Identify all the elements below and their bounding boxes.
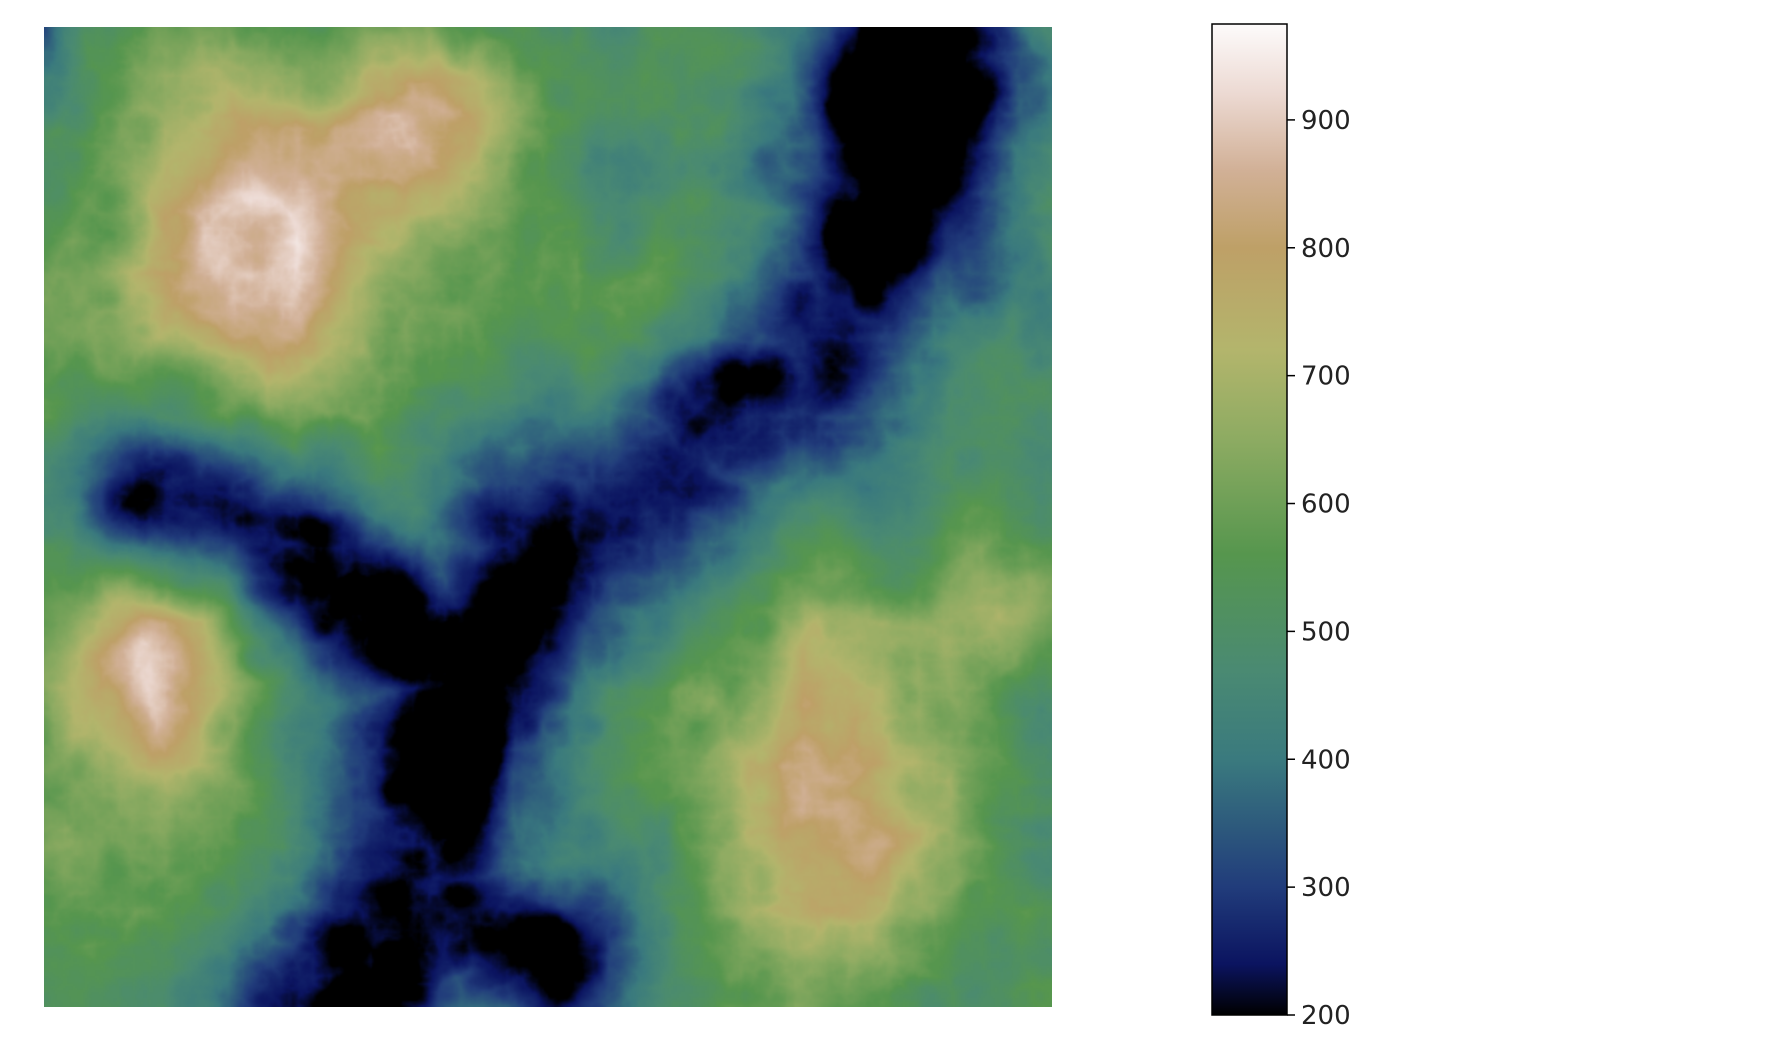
colorbar-tick-label-900: 900 xyxy=(1301,106,1351,136)
colorbar-ticks: 200 300 400 500 600 700 800 900 xyxy=(1287,106,1351,1031)
colorbar-tick-label-600: 600 xyxy=(1301,490,1351,520)
colorbar-tick-label-400: 400 xyxy=(1301,745,1351,775)
colorbar-tick-label-200: 200 xyxy=(1301,1001,1351,1031)
elevation-map-image xyxy=(44,27,1052,1007)
colorbar-tick-label-300: 300 xyxy=(1301,873,1351,903)
colorbar: 200 300 400 500 600 700 800 900 xyxy=(1211,23,1351,1031)
colorbar-tick-label-500: 500 xyxy=(1301,617,1351,647)
elevation-canvas xyxy=(44,27,1052,1007)
colorbar-tick-label-700: 700 xyxy=(1301,362,1351,392)
colorbar-gradient xyxy=(1211,23,1288,1016)
colorbar-tick-label-800: 800 xyxy=(1301,234,1351,264)
